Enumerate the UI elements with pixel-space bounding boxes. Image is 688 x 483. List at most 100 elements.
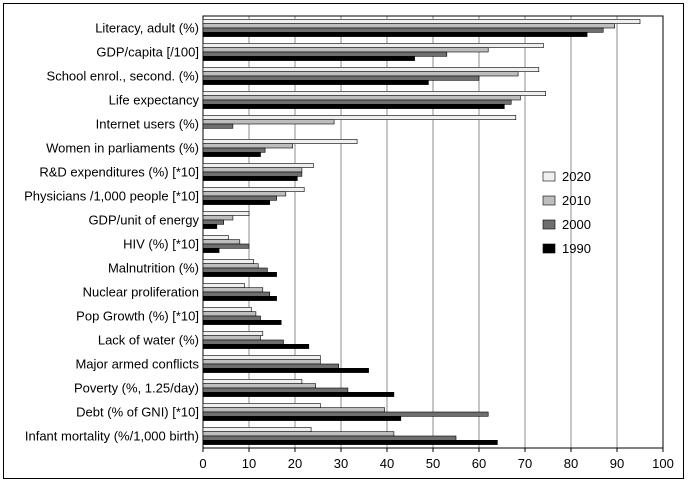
bar-1990-1 — [202, 55, 415, 61]
bar-2000-15 — [202, 387, 349, 393]
tick-label: 80 — [564, 456, 578, 471]
bar-1990-11 — [202, 295, 277, 301]
bar-2010-6 — [202, 167, 303, 173]
bar-2000-6 — [202, 171, 303, 177]
category-label: School enrol., second. (%) — [47, 69, 199, 84]
x-axis-ticks: 0 10 20 30 40 50 60 70 80 90 100 — [199, 448, 674, 471]
category-label: Lack of water (%) — [98, 333, 199, 348]
bar-2000-4 — [202, 123, 234, 129]
bar-2020-4 — [202, 115, 517, 121]
category-label: R&D expenditures (%) [*10] — [39, 165, 199, 180]
bar-2020-13 — [202, 331, 264, 336]
bar-2020-12 — [202, 307, 252, 312]
tick-label: 60 — [472, 456, 486, 471]
bar-2020-9 — [202, 235, 229, 240]
bar-2000-9 — [202, 243, 250, 249]
legend-swatch-2020 — [542, 171, 556, 182]
category-label: Poverty (%, 1.25/day) — [74, 381, 199, 396]
bar-2000-12 — [202, 315, 261, 321]
bar-1990-15 — [202, 391, 395, 397]
category-label: Malnutrition (%) — [108, 261, 199, 276]
category-label: GDP/capita [/100] — [96, 45, 199, 60]
bar-2010-14 — [202, 359, 321, 365]
bar-2000-16 — [202, 411, 489, 417]
bar-1990-6 — [202, 176, 298, 181]
tick-label: 20 — [288, 456, 302, 471]
bar-2020-10 — [202, 259, 254, 264]
category-label: Literacy, adult (%) — [95, 21, 199, 36]
bar-2010-3 — [202, 95, 521, 101]
category-labels: Literacy, adult (%) GDP/capita [/100] Scho… — [24, 21, 199, 444]
category-label: Nuclear proliferation — [83, 285, 199, 300]
chart-frame — [3, 3, 684, 479]
legend-label: 2020 — [562, 169, 591, 184]
legend-swatch-2000 — [542, 219, 556, 230]
bar-2020-0 — [202, 19, 641, 24]
tick-label: 50 — [426, 456, 440, 471]
bar-2020-6 — [202, 163, 314, 168]
bar-1990-3 — [202, 104, 505, 109]
category-label: Life expectancy — [109, 93, 200, 108]
bar-2010-12 — [202, 311, 257, 317]
tick-label: 40 — [380, 456, 394, 471]
tick-label: 30 — [334, 456, 348, 471]
bar-2020-5 — [202, 139, 358, 144]
bar-1990-13 — [202, 343, 310, 349]
bar-2020-7 — [202, 187, 305, 192]
category-label: Debt (% of GNI) [*10] — [76, 405, 199, 420]
bar-2020-3 — [202, 91, 547, 97]
category-label: Infant mortality (%/1,000 birth) — [25, 429, 199, 444]
bar-1990-9 — [202, 248, 220, 253]
bar-2000-10 — [202, 267, 268, 273]
bar-2020-17 — [202, 427, 312, 432]
bar-2020-2 — [202, 67, 540, 73]
legend: 2020 2010 2000 1990 — [542, 169, 591, 256]
tick-label: 100 — [652, 456, 674, 471]
bar-2000-13 — [202, 339, 284, 345]
bar-1990-14 — [202, 367, 369, 373]
bar-1990-5 — [202, 152, 261, 157]
bar-2000-1 — [202, 51, 448, 57]
bar-1990-10 — [202, 271, 277, 277]
bar-1990-7 — [202, 200, 270, 205]
bar-2010-16 — [202, 407, 385, 413]
category-label: HIV (%) [*10] — [123, 237, 199, 252]
category-label: Women in parliaments (%) — [46, 141, 199, 156]
bar-1990-12 — [202, 319, 282, 325]
bar-2010-11 — [202, 287, 264, 293]
legend-label: 2010 — [562, 193, 591, 208]
bar-1990-0 — [202, 31, 588, 37]
category-label: Physicians /1,000 people [*10] — [24, 189, 199, 204]
tick-label: 90 — [610, 456, 624, 471]
legend-label: 2000 — [562, 217, 591, 232]
bar-2020-1 — [202, 43, 544, 49]
legend-swatch-2010 — [542, 195, 556, 206]
bar-2000-11 — [202, 291, 270, 297]
legend-label: 1990 — [562, 241, 591, 256]
tick-label: 0 — [199, 456, 206, 471]
bar-2000-5 — [202, 147, 266, 153]
bar-2000-8 — [202, 219, 225, 225]
bar-1990-2 — [202, 80, 429, 85]
grid-lines — [202, 15, 664, 449]
category-label: Major armed conflicts — [75, 357, 199, 372]
bar-2010-4 — [202, 119, 335, 125]
tick-label: 10 — [242, 456, 256, 471]
legend-swatch-1990 — [542, 243, 556, 254]
bar-2010-7 — [202, 191, 287, 197]
category-label: GDP/unit of energy — [88, 213, 199, 228]
bar-2010-0 — [202, 23, 616, 29]
bar-2010-2 — [202, 71, 519, 77]
bar-2000-2 — [202, 75, 480, 81]
bar-2000-14 — [202, 363, 339, 369]
bar-2000-7 — [202, 195, 277, 201]
category-label: Pop Growth (%) [*10] — [76, 309, 199, 324]
bar-2020-14 — [202, 355, 321, 360]
bar-2010-13 — [202, 335, 261, 341]
bar-2020-15 — [202, 379, 303, 384]
category-label: Internet users (%) — [96, 117, 199, 132]
bar-2000-0 — [202, 27, 604, 33]
bar-2020-16 — [202, 403, 321, 408]
bar-2000-3 — [202, 99, 512, 105]
